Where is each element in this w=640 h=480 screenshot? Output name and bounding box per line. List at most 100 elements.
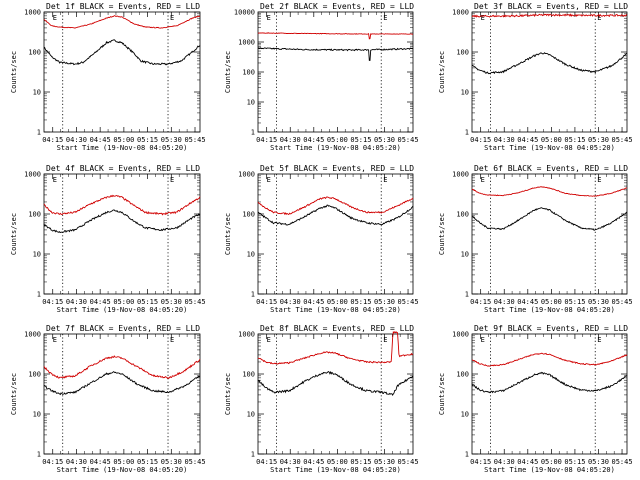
x-tick-label: 04:15 <box>470 298 491 306</box>
y-tick-label: 100 <box>28 371 41 379</box>
chart-panel-2: Det 2f BLACK = Events, RED = LLD 1 10 100 10… <box>224 2 419 152</box>
x-tick-label: 05:15 <box>564 458 585 466</box>
y-tick-label: 1000 <box>452 331 469 339</box>
plot-frame <box>257 11 414 133</box>
lld-series-line <box>471 352 628 367</box>
y-axis-label: Counts/sec <box>438 51 446 93</box>
x-tick-label: 04:45 <box>90 458 111 466</box>
y-tick-label: 10 <box>247 99 255 107</box>
chart-title: Det 9f BLACK = Events, RED = LLD <box>474 324 628 333</box>
x-tick-label: 04:15 <box>42 136 63 144</box>
y-tick-label: 10 <box>461 251 469 259</box>
x-axis-label: Start Time (19-Nov-08 04:05:20) <box>270 306 401 314</box>
x-tick-label: 05:15 <box>137 298 158 306</box>
x-tick-label: 05:30 <box>588 136 609 144</box>
y-axis-label: Counts/sec <box>438 373 446 415</box>
y-tick-label: 1000 <box>238 39 255 47</box>
x-tick-label: 05:45 <box>612 298 633 306</box>
chart-panel-3: Det 3f BLACK = Events, RED = LLD 1 10 100 10… <box>438 2 633 152</box>
y-tick-label: 10 <box>247 411 255 419</box>
x-tick-label: 05:15 <box>350 298 371 306</box>
event-marker-label: E <box>481 14 485 22</box>
x-tick-label: 04:15 <box>256 136 277 144</box>
chart-title: Det 2f BLACK = Events, RED = LLD <box>260 2 414 11</box>
event-marker-label: E <box>53 14 57 22</box>
y-axis-label: Counts/sec <box>224 373 232 415</box>
y-tick-label: 10 <box>461 411 469 419</box>
x-axis-label: Start Time (19-Nov-08 04:05:20) <box>270 466 401 474</box>
y-tick-label: 1 <box>465 451 469 459</box>
y-axis-label: Counts/sec <box>224 213 232 255</box>
x-tick-label: 05:15 <box>564 136 585 144</box>
x-axis-label: Start Time (19-Nov-08 04:05:20) <box>57 144 188 152</box>
y-axis-label: Counts/sec <box>438 213 446 255</box>
x-tick-label: 05:00 <box>113 298 134 306</box>
x-tick-label: 05:30 <box>374 298 395 306</box>
chart-panel-4: Det 4f BLACK = Events, RED = LLD 1 10 100 10… <box>10 164 206 314</box>
y-tick-label: 100 <box>28 211 41 219</box>
x-axis-label: Start Time (19-Nov-08 04:05:20) <box>57 306 188 314</box>
event-marker-label: E <box>597 14 601 22</box>
x-tick-label: 05:00 <box>113 458 134 466</box>
y-axis-label: Counts/sec <box>10 373 18 415</box>
lld-series-line <box>257 196 414 216</box>
y-tick-label: 1 <box>37 451 41 459</box>
x-tick-label: 05:30 <box>588 298 609 306</box>
x-tick-label: 04:30 <box>494 136 515 144</box>
x-tick-label: 05:00 <box>327 458 348 466</box>
y-tick-label: 1000 <box>238 331 255 339</box>
x-axis-label: Start Time (19-Nov-08 04:05:20) <box>270 144 401 152</box>
x-tick-label: 04:45 <box>90 136 111 144</box>
x-tick-label: 05:00 <box>113 136 134 144</box>
y-tick-label: 100 <box>456 49 469 57</box>
chart-panel-9: Det 9f BLACK = Events, RED = LLD 1 10 100 10… <box>438 324 633 474</box>
lld-series-line <box>471 13 628 18</box>
event-marker-label: E <box>267 336 271 344</box>
event-marker-label: E <box>481 336 485 344</box>
y-tick-label: 1 <box>251 129 255 137</box>
x-tick-label: 04:45 <box>303 298 324 306</box>
lld-series-line <box>257 331 414 365</box>
x-axis-label: Start Time (19-Nov-08 04:05:20) <box>484 466 615 474</box>
event-marker-label: E <box>53 176 57 184</box>
x-tick-label: 04:30 <box>494 458 515 466</box>
y-tick-label: 10 <box>247 251 255 259</box>
events-series-line <box>257 204 414 226</box>
x-tick-label: 05:45 <box>612 136 633 144</box>
x-tick-label: 04:45 <box>517 136 538 144</box>
event-marker-label: E <box>597 336 601 344</box>
y-tick-label: 1 <box>251 451 255 459</box>
x-tick-label: 05:30 <box>374 458 395 466</box>
x-tick-label: 05:00 <box>541 458 562 466</box>
x-tick-label: 04:45 <box>303 458 324 466</box>
x-axis-label: Start Time (19-Nov-08 04:05:20) <box>484 306 615 314</box>
events-series-line <box>43 209 201 234</box>
x-tick-label: 04:30 <box>280 458 301 466</box>
y-tick-label: 100 <box>242 371 255 379</box>
x-tick-label: 04:30 <box>494 298 515 306</box>
x-tick-label: 04:15 <box>42 298 63 306</box>
event-marker-label: E <box>383 336 387 344</box>
x-tick-label: 04:30 <box>280 136 301 144</box>
y-tick-label: 1000 <box>24 171 41 179</box>
x-tick-label: 04:15 <box>470 458 491 466</box>
x-tick-label: 04:30 <box>280 298 301 306</box>
y-tick-label: 100 <box>242 211 255 219</box>
event-marker-label: E <box>170 176 174 184</box>
x-tick-label: 05:15 <box>564 298 585 306</box>
chart-panel-6: Det 6f BLACK = Events, RED = LLD 1 10 100 10… <box>438 164 633 314</box>
lld-series-line <box>43 194 201 216</box>
events-series-line <box>258 47 414 61</box>
x-tick-label: 04:45 <box>90 298 111 306</box>
y-tick-label: 10000 <box>234 9 255 17</box>
x-tick-label: 05:45 <box>184 298 205 306</box>
event-marker-label: E <box>383 14 387 22</box>
chart-panel-1: Det 1f BLACK = Events, RED = LLD 1 10 100 10… <box>10 2 206 152</box>
x-tick-label: 05:45 <box>398 298 419 306</box>
y-tick-label: 1 <box>251 291 255 299</box>
y-tick-label: 10 <box>33 411 41 419</box>
x-tick-label: 04:45 <box>517 458 538 466</box>
x-tick-label: 04:45 <box>303 136 324 144</box>
x-tick-label: 05:15 <box>137 458 158 466</box>
